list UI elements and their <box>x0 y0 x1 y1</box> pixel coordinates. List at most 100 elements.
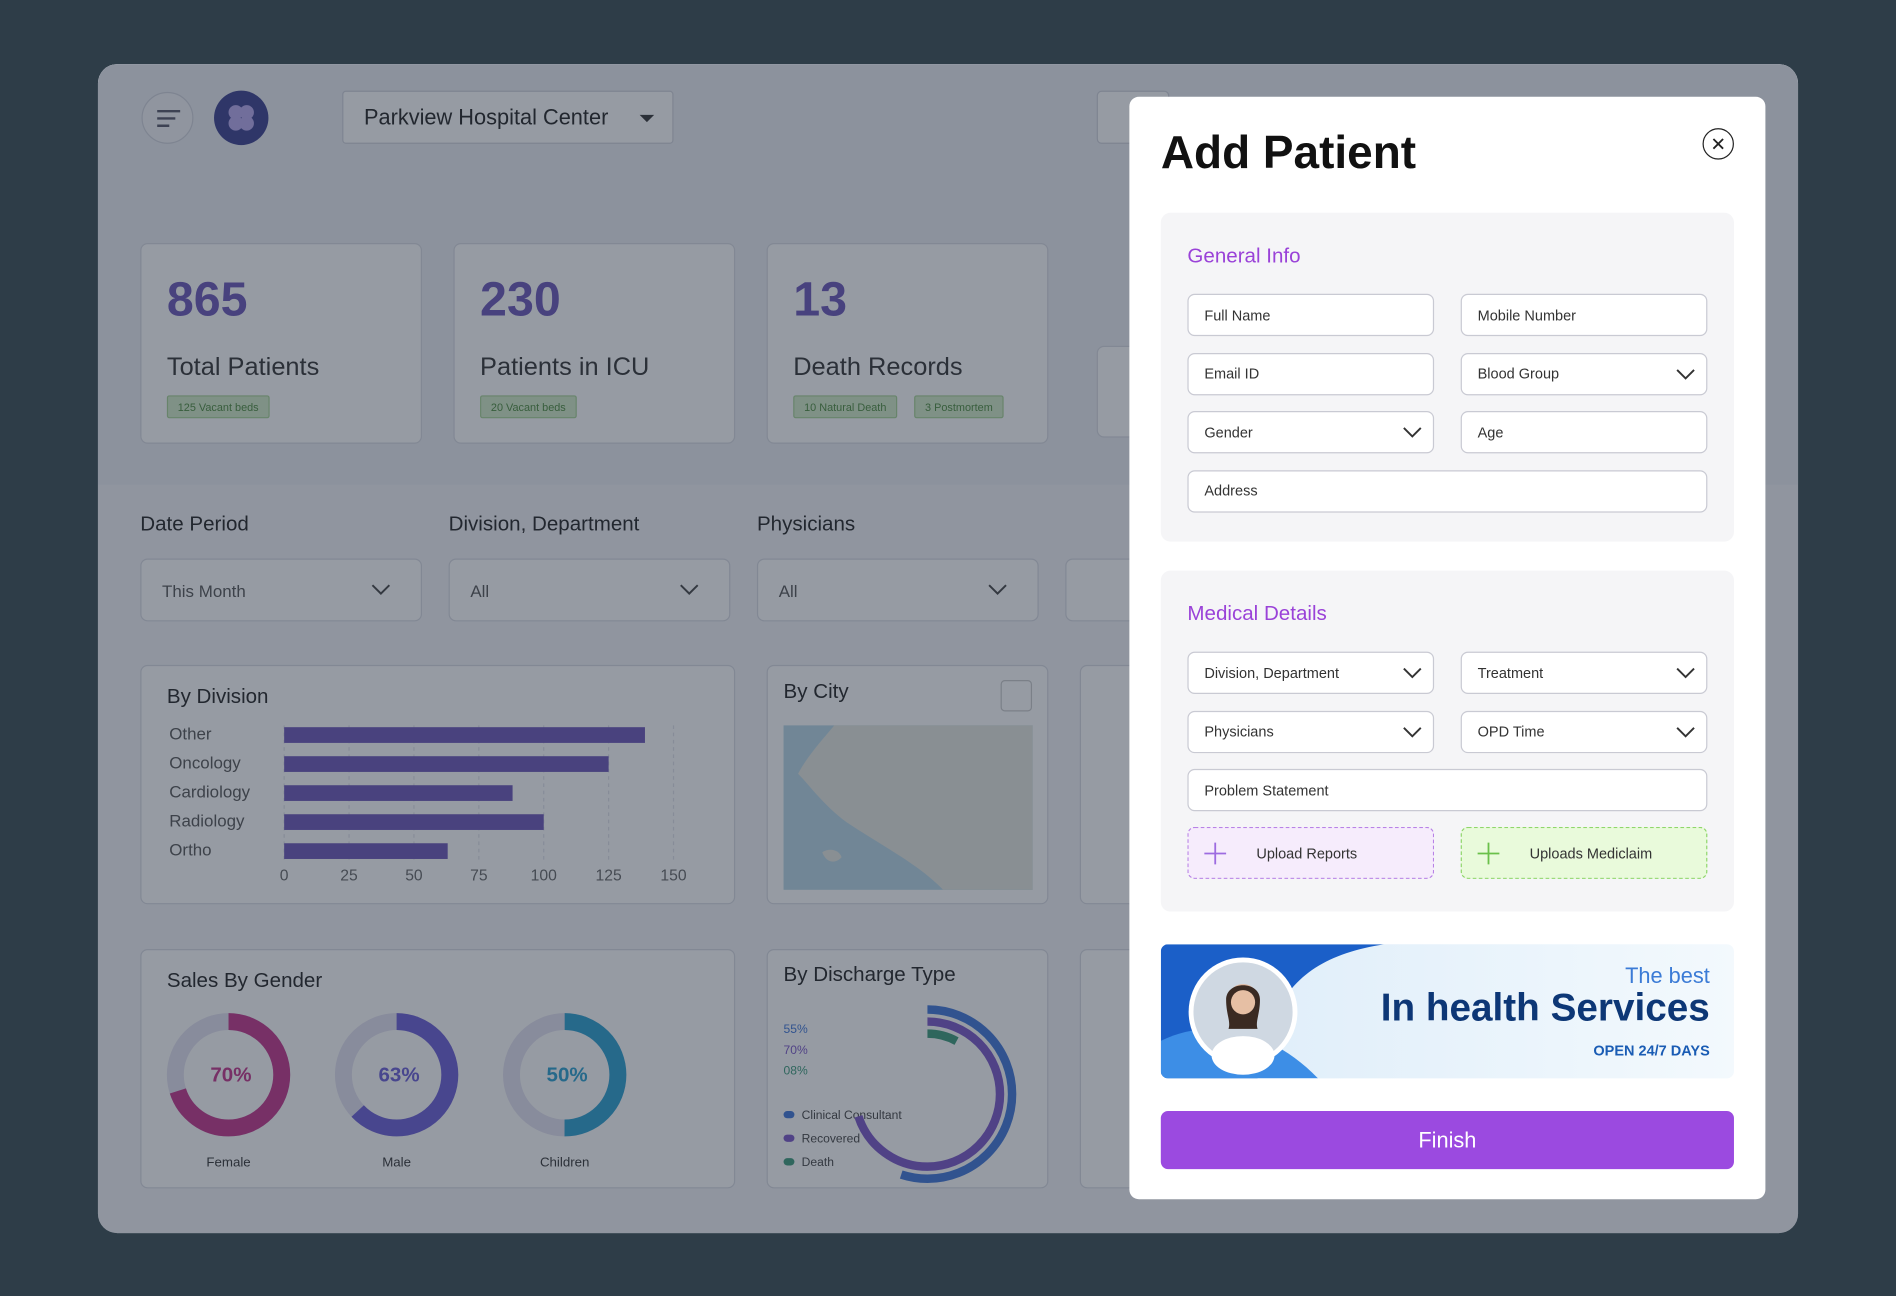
chevron <box>1676 726 1695 738</box>
plus-icon <box>1477 842 1500 865</box>
form-field[interactable]: Email ID <box>1187 352 1435 395</box>
chevron <box>988 584 1007 595</box>
modal-title: Add Patient <box>1160 128 1417 179</box>
chart-title: Sales By Gender <box>167 969 322 992</box>
donut-category: Female <box>206 1155 250 1170</box>
chart-title: By City <box>784 680 850 703</box>
chart-title: By Division <box>167 685 269 708</box>
stat-value: 865 <box>166 273 248 327</box>
form-section: General Info Full Name Mobile Number Email … <box>1160 212 1734 542</box>
legend-swatch <box>783 1134 795 1142</box>
close-button[interactable] <box>1702 128 1734 160</box>
form-field[interactable]: Mobile Number <box>1460 293 1708 337</box>
form-field[interactable]: Full Name <box>1187 293 1435 337</box>
stat-label: Death Records <box>793 353 963 381</box>
x-tick-label: 75 <box>470 868 488 885</box>
menu-button[interactable] <box>141 91 194 144</box>
upload-button[interactable]: Uploads Mediclaim <box>1460 826 1708 879</box>
stat-tag: 125 Vacant beds <box>166 395 270 419</box>
plus <box>1204 842 1227 865</box>
filter-select[interactable]: All <box>448 558 731 622</box>
menu-icon <box>157 110 181 127</box>
form-field[interactable]: Problem Statement <box>1187 768 1708 812</box>
x-tick-label: 100 <box>531 868 557 885</box>
legend-label: Clinical Consultant <box>802 1108 903 1122</box>
x-tick-label: 50 <box>405 868 423 885</box>
chart-card <box>766 949 1049 1189</box>
donut-label: 63% <box>378 1063 419 1086</box>
x-tick-label: 125 <box>596 868 622 885</box>
legend-label: Recovered <box>802 1132 860 1146</box>
banner: The best In health Services OPEN 24/7 DAYS <box>1160 944 1734 1079</box>
discharge-arc <box>862 1029 993 1159</box>
caret <box>639 114 655 123</box>
logo-icon <box>228 105 254 131</box>
form-field[interactable]: Physicians <box>1187 710 1435 753</box>
bar <box>284 785 513 801</box>
donut-category: Male <box>382 1155 411 1170</box>
bar <box>284 727 645 743</box>
chevron-icon <box>371 584 391 595</box>
stat-label: Total Patients <box>166 353 320 381</box>
chevron <box>371 584 391 595</box>
x-tick-label: 25 <box>340 868 358 885</box>
x-tick-label: 150 <box>660 868 686 885</box>
form-field[interactable]: Treatment <box>1460 651 1708 694</box>
stat-value: 13 <box>793 273 848 327</box>
form-field[interactable]: OPD Time <box>1460 710 1708 753</box>
discharge-arc <box>850 1017 1005 1171</box>
expand-button <box>1000 680 1033 712</box>
bar <box>284 814 544 830</box>
y-tick-label: Other <box>169 725 212 744</box>
banner-note: OPEN 24/7 DAYS <box>1593 1042 1710 1060</box>
form-field[interactable]: Age <box>1460 411 1708 454</box>
donut-category: Children <box>540 1155 589 1170</box>
close-icon <box>1712 138 1724 150</box>
donut-arc <box>334 1013 459 1137</box>
chevron-icon <box>1403 726 1422 738</box>
section-title: Medical Details <box>1187 602 1327 626</box>
y-tick-label: Cardiology <box>169 783 250 802</box>
banner-headline: In health Services <box>1380 985 1710 1029</box>
plus <box>1477 842 1500 865</box>
discharge-value: 55% <box>784 1022 808 1036</box>
map-land <box>798 725 1033 890</box>
chevron-icon <box>988 584 1007 595</box>
filter-select[interactable]: This Month <box>140 558 423 622</box>
filter-select[interactable]: All <box>756 558 1039 622</box>
map-island <box>822 849 842 862</box>
chevron <box>1403 427 1422 438</box>
plus-icon <box>1204 842 1227 865</box>
chevron-icon <box>1403 427 1422 438</box>
bar <box>284 843 448 859</box>
chevron <box>1403 726 1422 738</box>
donut-arc <box>166 1013 291 1137</box>
form-field[interactable]: Division, Department <box>1187 651 1435 694</box>
upload-button[interactable]: Upload Reports <box>1187 826 1435 879</box>
donut-arc <box>503 1013 627 1137</box>
form-field[interactable]: Blood Group <box>1460 352 1708 395</box>
x-tick-label: 0 <box>280 868 289 885</box>
banner-art <box>1160 944 1385 1079</box>
discharge-arc <box>838 1005 1017 1183</box>
stat-tag: 3 Postmortem <box>914 395 1004 419</box>
stat-value: 230 <box>480 273 561 327</box>
chevron-icon <box>1676 726 1695 738</box>
legend-swatch <box>783 1111 795 1119</box>
chevron-icon <box>680 584 699 595</box>
donut-label: 70% <box>210 1063 251 1086</box>
filter-label: Division, Department <box>448 512 640 536</box>
chevron <box>1403 667 1422 679</box>
form-field[interactable]: Address <box>1187 469 1708 512</box>
form-section: Medical Details Division, Department Treat… <box>1160 570 1734 912</box>
finish-button[interactable]: Finish <box>1160 1111 1734 1170</box>
section-title: General Info <box>1187 244 1301 268</box>
stat-card: 230 Patients in ICU 20 Vacant beds <box>453 243 736 444</box>
hospital-select[interactable]: Parkview Hospital Center <box>342 90 674 144</box>
chevron <box>1676 667 1695 679</box>
form-field[interactable]: Gender <box>1187 411 1435 454</box>
stat-card: 865 Total Patients 125 Vacant beds <box>140 243 423 444</box>
chevron-icon <box>1676 368 1695 380</box>
legend-swatch <box>783 1158 795 1166</box>
stat-tag: 10 Natural Death <box>793 395 898 419</box>
